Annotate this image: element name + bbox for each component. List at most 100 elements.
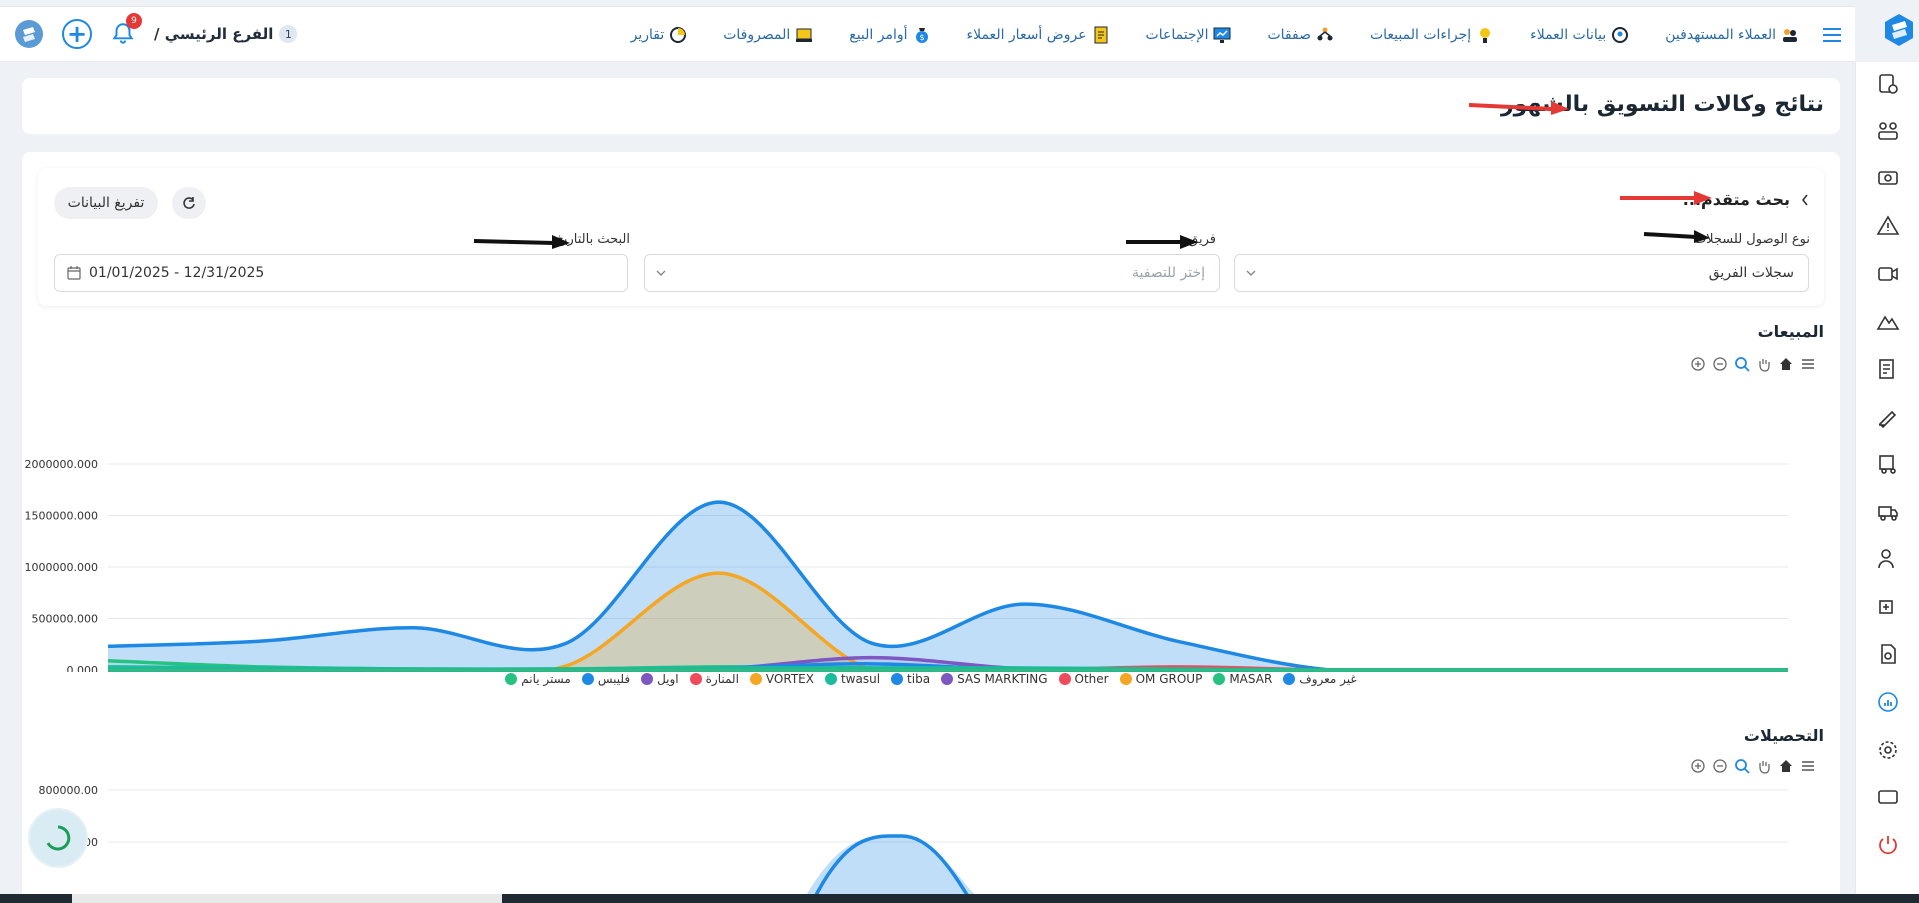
sidebar-document-settings-icon[interactable] [1876,72,1900,96]
series-line [810,834,974,903]
legend-label: VORTEX [765,672,814,686]
legend-item[interactable]: غير معروف [1283,672,1357,686]
chart-menu-icon[interactable] [1800,356,1816,372]
app-logo-icon[interactable] [14,19,44,49]
legend-item[interactable]: فليبس [581,672,631,686]
sales-chart-legend: مستر يانم فليبس اويل المنارة VORTEX twasul tib… [22,672,1840,686]
brand-logo-icon[interactable] [1881,12,1917,48]
date-range-input[interactable]: 01/01/2025 - 12/31/2025 [54,254,628,292]
refresh-button[interactable] [172,187,206,219]
zoom-in-icon[interactable] [1690,758,1706,774]
pan-hand-icon[interactable] [1756,758,1772,774]
legend-item[interactable]: المنارة [689,672,739,686]
nav-expenses[interactable]: المصروفات [723,26,813,44]
nav-sales-orders[interactable]: $ أوامر البيع [849,26,930,44]
main-nav: العملاء المستهدفين بيانات العملاء إجراءا… [595,7,1841,63]
legend-label: فليبس [597,672,631,686]
y-tick-label: 800000.00 [39,784,99,797]
sidebar-mountain-icon[interactable] [1876,309,1900,333]
date-search-label: البحث بالتاريخ [555,232,631,247]
nav-customer-data[interactable]: بيانات العملاء [1530,26,1629,44]
legend-item[interactable]: VORTEX [749,672,814,686]
nav-quotes[interactable]: عروض أسعار العملاء [967,26,1110,44]
sidebar-delivery-icon[interactable] [1876,452,1900,476]
home-reset-icon[interactable] [1778,356,1794,372]
deals-icon [1317,27,1333,41]
advanced-search-toggle[interactable]: بحث متقدم... [1683,190,1810,209]
os-taskbar [0,894,1919,903]
pan-hand-icon[interactable] [1756,356,1772,372]
sidebar-money-icon[interactable] [1876,166,1900,190]
refresh-icon [183,197,195,209]
sidebar-settings-icon[interactable] [1876,738,1900,762]
report-card: بحث متقدم... تفريغ البيانات نوع الوصول ل… [22,152,1840,903]
sidebar-user-money-icon[interactable] [1876,547,1900,571]
nav-label: عروض أسعار العملاء [966,27,1087,43]
legend-label: twasul [840,672,881,686]
legend-item[interactable]: SAS MARKTING [941,672,1048,686]
meetings-icon [1213,27,1231,43]
legend-item[interactable]: اويل [641,672,679,686]
sales-area-chart: 0.000 500000.000 1000000.000 1500000.000 200… [25,458,1788,672]
legend-item[interactable]: Other [1058,672,1109,686]
selection-zoom-icon[interactable] [1734,356,1750,372]
nav-deals[interactable]: صفقات [1267,26,1334,44]
nav-meetings[interactable]: الإجتماعات [1146,26,1232,44]
zoom-in-icon[interactable] [1690,356,1706,372]
svg-text:$: $ [919,33,924,42]
sidebar-video-icon[interactable] [1876,262,1900,286]
access-type-value: سجلات الفريق [1708,265,1794,281]
sidebar-warning-icon[interactable] [1876,214,1900,238]
legend-item[interactable]: tiba [891,672,930,686]
right-sidebar [1855,62,1919,903]
access-type-select[interactable]: سجلات الفريق [1234,254,1809,292]
notifications-button[interactable]: 9 [110,13,142,47]
legend-label: MASAR [1229,672,1273,686]
top-navbar: + 9 1 الفرع الرئيسي / العملاء المستهدفين… [0,6,1855,62]
sidebar-window-icon[interactable] [1876,785,1900,809]
legend-marker [749,673,762,685]
branch-label: الفرع الرئيسي / [154,25,274,43]
add-button[interactable]: + [62,19,92,49]
branch-selector[interactable]: 1 الفرع الرئيسي / [154,25,298,43]
taskbar-window [72,894,502,903]
sidebar-chart-icon[interactable] [1876,690,1900,714]
legend-item[interactable]: OM GROUP [1119,672,1203,686]
date-range-value: 01/01/2025 - 12/31/2025 [89,265,265,281]
zoom-out-icon[interactable] [1712,758,1728,774]
annotation-arrow-black-icon [473,235,570,249]
team-placeholder: إختر للتصفية [1131,265,1205,281]
legend-item[interactable]: twasul [824,672,881,686]
team-select[interactable]: إختر للتصفية [644,254,1220,292]
sales-orders-icon: $ [915,28,928,43]
clear-data-button[interactable]: تفريغ البيانات [54,187,158,219]
sidebar-power-icon[interactable] [1876,833,1900,857]
legend-item[interactable]: MASAR [1213,672,1272,686]
sidebar-truck-icon[interactable] [1876,500,1900,524]
chevron-down-icon [1246,270,1256,276]
sales-section-title: المبيعات [1757,322,1824,341]
zoom-out-icon[interactable] [1712,356,1728,372]
nav-target-customers[interactable]: العملاء المستهدفين [1665,26,1799,44]
collections-section-title: التحصيلات [1743,726,1824,745]
sales-chart-toolbar [1690,356,1816,372]
menu-icon[interactable] [1823,28,1841,42]
sidebar-file-icon[interactable] [1876,642,1900,666]
sidebar-sign-icon[interactable] [1876,404,1900,428]
sidebar-invoice-icon[interactable] [1876,357,1900,381]
nav-label: المصروفات [723,27,791,43]
chart-menu-icon[interactable] [1800,758,1816,774]
customer-data-icon [1612,27,1629,43]
access-type-label: نوع الوصول للسجلات [1693,232,1810,247]
legend-item[interactable]: مستر يانم [505,672,571,686]
sidebar-team-icon[interactable] [1876,119,1900,143]
legend-label: OM GROUP [1135,672,1203,686]
advanced-search-label: بحث متقدم... [1682,190,1790,209]
nav-reports[interactable]: تقارير [631,26,688,44]
nav-sales-actions[interactable]: إجراءات المبيعات [1370,26,1494,44]
legend-marker [505,673,518,685]
sidebar-add-delivery-icon[interactable] [1876,595,1900,619]
selection-zoom-icon[interactable] [1734,758,1750,774]
home-reset-icon[interactable] [1778,758,1794,774]
chevron-left-icon [1801,194,1808,205]
